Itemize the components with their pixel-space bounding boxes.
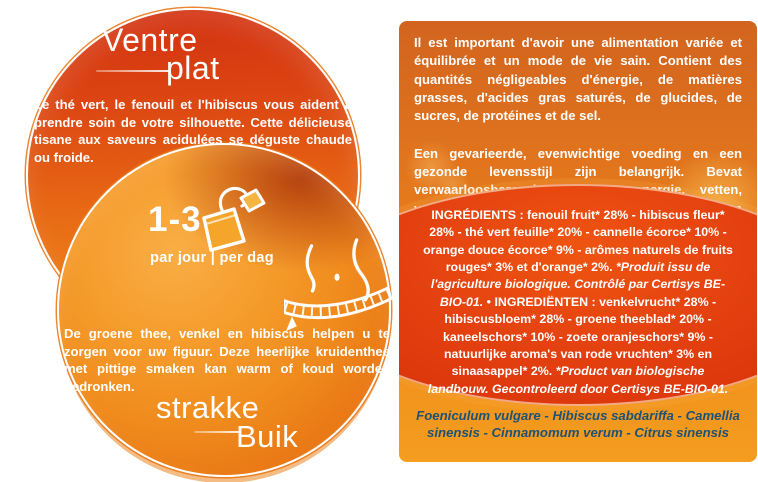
dosage-block: 1-3 par jour | per dag [138, 186, 288, 272]
ingredients-label-nl: INGREDIËNTEN : [494, 294, 596, 309]
dosage-count: 1-3 [148, 200, 202, 239]
botanical-names: Foeniculum vulgare - Hibiscus sabdariffa… [416, 408, 740, 441]
teabag-icon [194, 184, 278, 260]
strakke-buik-circle [57, 143, 391, 477]
ingredients-label-fr: INGRÉDIENTS : [431, 208, 524, 222]
title-word-buik: Buik [236, 419, 299, 454]
circle-body-fr: Le thé vert, le fenouil et l'hibiscus vo… [34, 97, 352, 166]
title-word-strakke: strakke [156, 390, 260, 425]
title-word-ventre: Ventre [102, 22, 198, 58]
right-info-panel: Il est important d'avoir une alimentatio… [399, 21, 757, 462]
circle-body-nl: De groene thee, venkel en hibiscus helpe… [64, 326, 390, 395]
belly-measuring-tape-icon [282, 238, 393, 336]
dosage-frequency: par jour | per dag [150, 250, 274, 266]
title-ventre-plat: Ventre plat [96, 22, 272, 102]
ingredients-separator: • [483, 294, 495, 309]
ingredients-text: INGRÉDIENTS : fenouil fruit* 28% - hibis… [423, 207, 733, 398]
title-word-plat: plat [166, 50, 220, 86]
title-divider [194, 431, 240, 433]
title-divider [96, 70, 170, 72]
nutrition-text-fr: Il est important d'avoir une alimentatio… [414, 35, 742, 124]
title-strakke-buik: strakke Buik [156, 390, 336, 464]
